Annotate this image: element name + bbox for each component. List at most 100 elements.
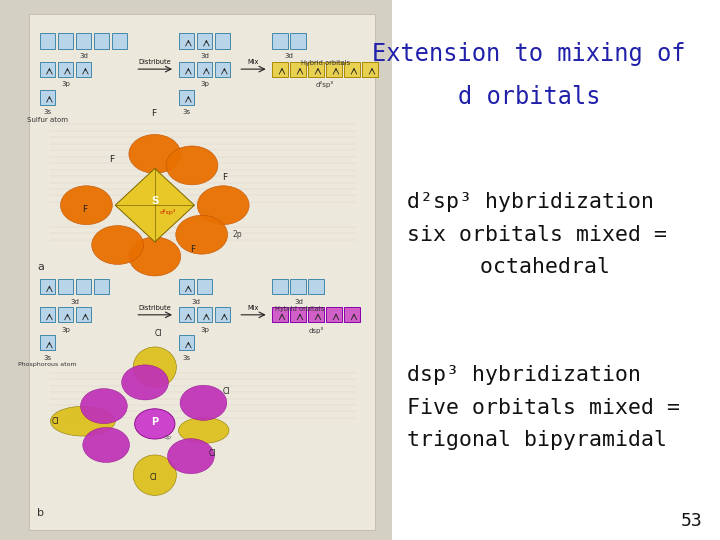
Bar xyxy=(215,62,230,77)
Text: octahedral: octahedral xyxy=(428,257,611,278)
Text: 2p: 2p xyxy=(233,231,243,239)
Text: F: F xyxy=(109,155,114,164)
Bar xyxy=(179,33,194,49)
Text: 3p: 3p xyxy=(61,81,70,87)
Bar xyxy=(326,307,342,322)
Bar xyxy=(215,33,230,49)
Bar xyxy=(197,279,212,294)
Text: Distribute: Distribute xyxy=(139,59,171,65)
Text: d²sp³ hybridization: d²sp³ hybridization xyxy=(407,192,654,213)
Text: 3d: 3d xyxy=(79,53,88,59)
Text: 3s: 3s xyxy=(43,355,52,361)
Text: 3p: 3p xyxy=(163,435,172,440)
Ellipse shape xyxy=(176,215,228,254)
Bar xyxy=(272,33,288,49)
Text: 3p: 3p xyxy=(200,327,209,333)
Bar xyxy=(94,279,109,294)
Bar xyxy=(0,0,392,540)
Bar xyxy=(326,62,342,77)
Text: a: a xyxy=(37,262,45,272)
Text: Five orbitals mixed =: Five orbitals mixed = xyxy=(407,397,680,418)
Bar xyxy=(58,62,73,77)
Bar xyxy=(344,62,360,77)
Text: Phosphorous atom: Phosphorous atom xyxy=(18,362,77,367)
Bar xyxy=(76,307,91,322)
Text: Mix: Mix xyxy=(248,305,259,310)
Text: b: b xyxy=(37,508,45,518)
Ellipse shape xyxy=(91,226,143,265)
Text: Extension to mixing of: Extension to mixing of xyxy=(372,42,686,66)
Bar xyxy=(362,62,378,77)
Bar xyxy=(344,307,360,322)
Text: Cl: Cl xyxy=(223,387,230,396)
Bar xyxy=(40,335,55,350)
Text: P: P xyxy=(151,417,158,427)
Bar xyxy=(40,90,55,105)
Text: Hybrid orbitals: Hybrid orbitals xyxy=(274,306,324,312)
Bar xyxy=(112,33,127,49)
Bar xyxy=(94,33,109,49)
Bar xyxy=(179,307,194,322)
Bar xyxy=(197,33,212,49)
Bar xyxy=(40,33,55,49)
Bar xyxy=(272,307,288,322)
Text: 3p: 3p xyxy=(61,327,70,333)
Bar xyxy=(197,62,212,77)
Bar xyxy=(308,62,324,77)
Bar xyxy=(76,62,91,77)
Text: 3d: 3d xyxy=(191,299,200,305)
Ellipse shape xyxy=(122,365,168,400)
Text: Hybrid orbitals: Hybrid orbitals xyxy=(300,60,350,66)
Bar xyxy=(290,279,306,294)
Ellipse shape xyxy=(197,186,249,225)
Bar xyxy=(58,279,73,294)
Text: F: F xyxy=(189,245,195,254)
Bar xyxy=(76,279,91,294)
Circle shape xyxy=(135,409,175,439)
Text: six orbitals mixed =: six orbitals mixed = xyxy=(407,225,667,245)
Text: 3d: 3d xyxy=(284,53,294,59)
Text: Cl: Cl xyxy=(209,449,216,458)
Text: Mix: Mix xyxy=(248,59,259,65)
Text: 3s: 3s xyxy=(43,109,52,115)
Text: Distribute: Distribute xyxy=(139,305,171,310)
Bar xyxy=(179,62,194,77)
Bar xyxy=(179,279,194,294)
Ellipse shape xyxy=(179,417,229,443)
Text: 3s: 3s xyxy=(182,109,191,115)
Text: F: F xyxy=(222,173,228,181)
Bar xyxy=(290,33,306,49)
Text: F: F xyxy=(150,109,156,118)
Text: d²sp³: d²sp³ xyxy=(316,81,334,88)
Text: d²sp³: d²sp³ xyxy=(160,208,176,215)
Ellipse shape xyxy=(50,406,115,436)
Ellipse shape xyxy=(60,186,112,225)
Bar xyxy=(290,307,306,322)
Ellipse shape xyxy=(83,428,130,462)
Bar xyxy=(40,62,55,77)
Bar xyxy=(58,307,73,322)
Bar xyxy=(308,279,324,294)
Bar xyxy=(179,90,194,105)
Bar xyxy=(272,62,288,77)
Bar xyxy=(197,307,212,322)
Text: S: S xyxy=(151,196,158,206)
Text: 3d: 3d xyxy=(70,299,79,305)
Text: dsp³: dsp³ xyxy=(308,327,324,334)
Text: trigonal bipyramidal: trigonal bipyramidal xyxy=(407,430,667,450)
Bar xyxy=(40,307,55,322)
Text: 3p: 3p xyxy=(200,81,209,87)
Ellipse shape xyxy=(133,455,176,496)
Text: d orbitals: d orbitals xyxy=(458,85,600,109)
Ellipse shape xyxy=(180,386,227,420)
Text: Cl: Cl xyxy=(52,417,59,426)
Ellipse shape xyxy=(81,389,127,424)
Bar xyxy=(29,14,375,530)
Text: Sulfur atom: Sulfur atom xyxy=(27,117,68,123)
Ellipse shape xyxy=(133,347,176,388)
Text: Cl: Cl xyxy=(155,329,162,338)
Bar xyxy=(215,307,230,322)
Ellipse shape xyxy=(168,438,215,474)
Bar xyxy=(40,279,55,294)
Text: dsp³ hybridization: dsp³ hybridization xyxy=(407,365,641,386)
